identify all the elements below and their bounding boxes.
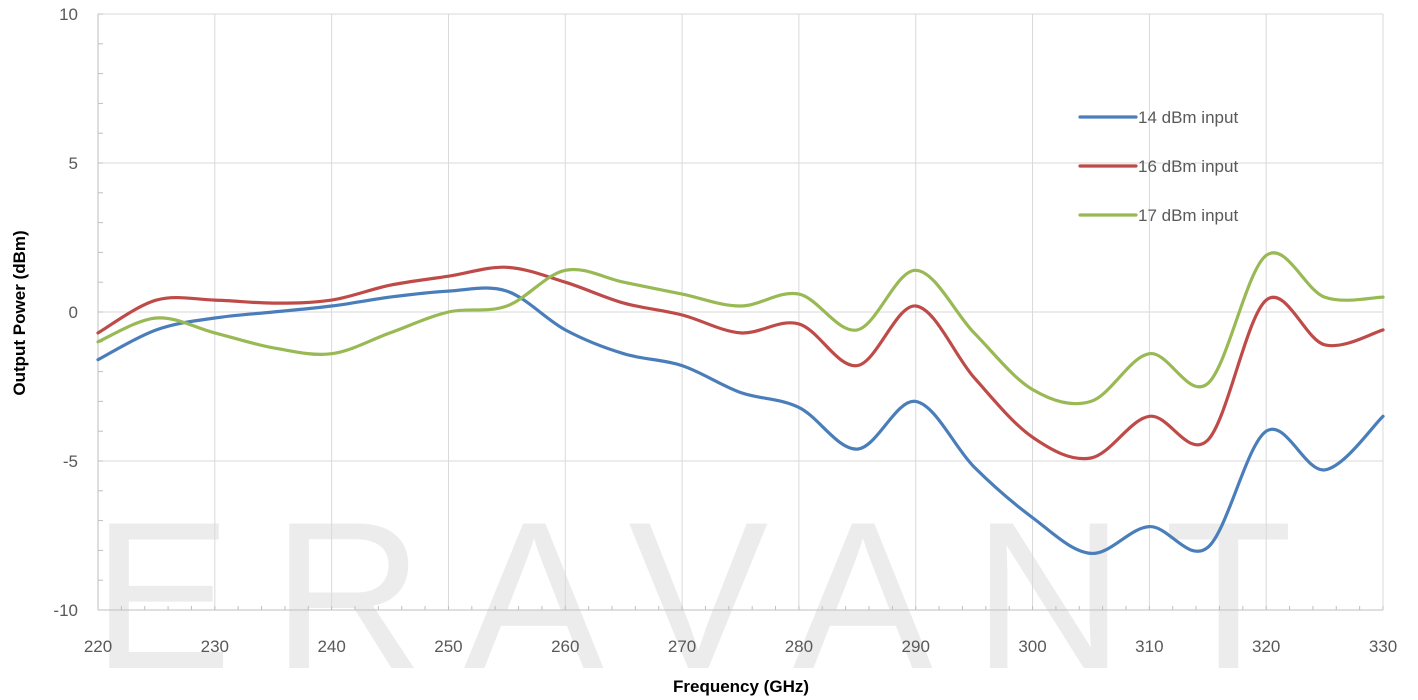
x-tick-label: 220 [84,637,112,656]
y-tick-label: -5 [63,452,78,471]
series-line-14-dbm-input [96,286,1385,555]
series-line-16-dbm-input [96,265,1385,461]
x-tick-label: 320 [1252,637,1280,656]
x-tick-label: 240 [317,637,345,656]
x-tick-labels: 220 230 240 250 260 270 280 290 300 310 320 330 [84,637,1397,656]
gridlines [98,13,1384,610]
y-tick-label: 5 [69,154,78,173]
legend-label-17-dbm-input: 17 dBm input [1138,206,1238,225]
y-tick-label: -10 [53,601,78,620]
axes [97,13,1384,611]
x-tick-label: 270 [668,637,696,656]
y-tick-labels: -10 -5 0 5 10 [53,5,78,620]
x-axis-title: Frequency (GHz) [673,677,809,696]
x-tick-label: 300 [1018,637,1046,656]
y-tick-label: 0 [69,303,78,322]
y-axis-title: Output Power (dBm) [10,230,29,395]
x-tick-label: 260 [551,637,579,656]
x-tick-label: 330 [1369,637,1397,656]
y-tick-label: 10 [59,5,78,24]
legend: 14 dBm input 16 dBm input 17 dBm input [1078,108,1238,225]
x-tick-label: 250 [434,637,462,656]
x-tick-label: 230 [201,637,229,656]
x-tick-label: 290 [902,637,930,656]
x-tick-label: 310 [1135,637,1163,656]
series-line-17-dbm-input [96,251,1385,406]
x-tick-label: 280 [785,637,813,656]
legend-label-16-dbm-input: 16 dBm input [1138,157,1238,176]
legend-label-14-dbm-input: 14 dBm input [1138,108,1238,127]
series-lines [96,251,1385,555]
watermark-text: ERAVANT [92,478,1333,700]
